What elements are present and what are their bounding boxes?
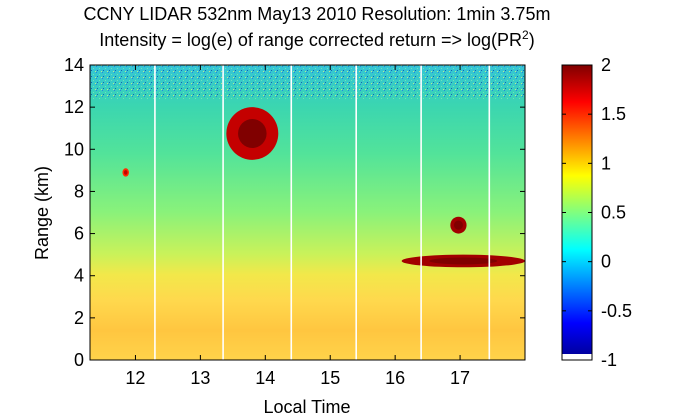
y-axis: 0 2 4 6 8 10 12 14 bbox=[64, 55, 525, 370]
y-tick-label: 4 bbox=[74, 266, 84, 286]
x-axis: 12 13 14 15 16 17 bbox=[125, 65, 470, 388]
title-line-2-end: ) bbox=[529, 30, 535, 50]
title-line-2: Intensity = log(e) of range corrected re… bbox=[99, 28, 534, 50]
plot-area bbox=[89, 64, 526, 361]
noise-band bbox=[90, 65, 525, 100]
title-line-2-main: Intensity = log(e) of range corrected re… bbox=[99, 30, 522, 50]
title-line-2-superscript: 2 bbox=[522, 28, 529, 42]
y-tick-label: 12 bbox=[64, 97, 84, 117]
y-axis-label: Range (km) bbox=[32, 166, 52, 260]
colorbar-tick-label: 0 bbox=[601, 252, 611, 272]
y-tick-label: 14 bbox=[64, 55, 84, 75]
y-tick-label: 8 bbox=[74, 181, 84, 201]
x-tick-label: 16 bbox=[385, 368, 405, 388]
x-axis-label: Local Time bbox=[263, 397, 350, 417]
y-tick-label: 2 bbox=[74, 308, 84, 328]
x-tick-label: 17 bbox=[450, 368, 470, 388]
feature-core-cloud bbox=[123, 170, 128, 175]
colorbar-tick-label: 2 bbox=[601, 55, 611, 75]
colorbar: 2 1.5 1 0.5 0 -0.5 -1 bbox=[561, 55, 632, 370]
plot-background bbox=[90, 65, 525, 360]
colorbar-tick-label: 1.5 bbox=[601, 104, 626, 124]
plot-frame bbox=[89, 64, 526, 361]
y-tick-label: 6 bbox=[74, 224, 84, 244]
colorbar-tick-label: -0.5 bbox=[601, 301, 632, 321]
colorbar-tick-label: 1 bbox=[601, 153, 611, 173]
x-tick-label: 13 bbox=[190, 368, 210, 388]
colorbar-bottom-band bbox=[562, 354, 592, 360]
x-tick-label: 15 bbox=[320, 368, 340, 388]
colorbar-tick-label: 0.5 bbox=[601, 203, 626, 223]
title-line-1: CCNY LIDAR 532nm May13 2010 Resolution: … bbox=[84, 4, 551, 24]
feature-core-cloud-base bbox=[429, 257, 498, 265]
y-tick-label: 0 bbox=[74, 350, 84, 370]
y-tick-label: 10 bbox=[64, 139, 84, 159]
colorbar-gradient bbox=[562, 65, 592, 360]
gaps-layer bbox=[154, 65, 491, 360]
colorbar-tick-label: -1 bbox=[601, 350, 617, 370]
feature-core-cloud bbox=[238, 118, 267, 148]
feature-core-cloud bbox=[453, 220, 463, 230]
x-tick-label: 12 bbox=[125, 368, 145, 388]
features-layer bbox=[122, 107, 525, 268]
colorbar-ticks: 2 1.5 1 0.5 0 -0.5 -1 bbox=[562, 55, 632, 370]
x-tick-label: 14 bbox=[255, 368, 275, 388]
